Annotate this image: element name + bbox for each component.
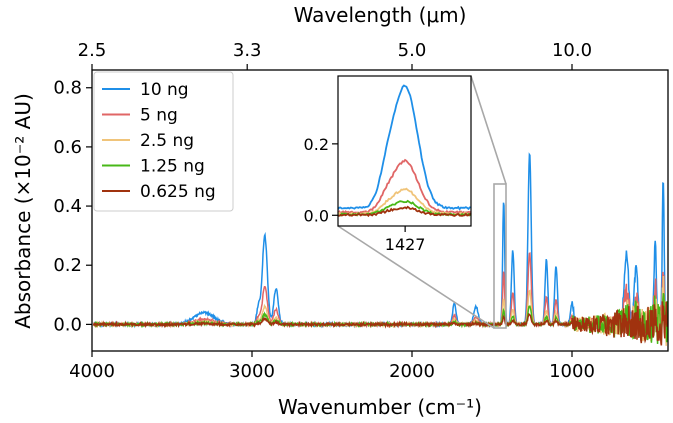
inset-x-tick-label: 1427 (385, 235, 426, 254)
series-layer (92, 152, 668, 346)
bottom-axis-ticks: 4000 3000 2000 1000 (69, 351, 595, 382)
inset-series-line (337, 205, 472, 218)
series-line (92, 301, 668, 346)
top-tick-label: 2.5 (78, 40, 107, 61)
zoom-connector-bottom (337, 225, 495, 329)
legend-label: 1.25 ng (140, 157, 205, 177)
x-tick-label: 4000 (69, 361, 115, 382)
legend: 10 ng 5 ng 2.5 ng 1.25 ng 0.625 ng (93, 71, 234, 212)
top-axis-label: Wavelength (μm) (294, 3, 467, 27)
x-tick-label: 1000 (549, 361, 595, 382)
series-line (92, 275, 668, 346)
inset-series-line (337, 158, 472, 215)
y-tick-label: 0.0 (53, 314, 82, 335)
top-tick-label: 5.0 (398, 40, 427, 61)
top-tick-label: 10.0 (552, 40, 592, 61)
left-axis-ticks: 0.0 0.2 0.4 0.6 0.8 (53, 78, 92, 335)
y-tick-label: 0.8 (53, 78, 82, 99)
x-tick-label: 2000 (389, 361, 435, 382)
inset-ticks: 1427 0.0 0.2 (304, 135, 426, 254)
zoom-region-box (493, 183, 507, 329)
y-tick-label: 0.4 (53, 196, 82, 217)
legend-label: 0.625 ng (140, 182, 216, 202)
inset-series-layer (337, 84, 472, 218)
zoom-connector-top (470, 75, 507, 185)
y-tick-label: 0.6 (53, 137, 82, 158)
inset-series-line (337, 84, 471, 211)
plot-frame (91, 69, 669, 352)
legend-label: 2.5 ng (140, 131, 194, 151)
legend-label: 10 ng (140, 80, 189, 100)
inset-zoom-plot: 1427 0.0 0.2 (304, 75, 472, 254)
y-axis-label: Absorbance (×10⁻² AU) (11, 93, 35, 329)
inset-y-tick-label: 0.2 (304, 135, 329, 154)
x-tick-label: 3000 (229, 361, 275, 382)
y-tick-label: 0.2 (53, 255, 82, 276)
inset-background (338, 76, 471, 226)
legend-box (93, 71, 234, 212)
top-axis-ticks: 2.5 3.3 5.0 10.0 (78, 40, 592, 70)
top-tick-label: 3.3 (233, 40, 262, 61)
x-axis-label: Wavenumber (cm⁻¹) (278, 395, 482, 419)
legend-label: 5 ng (140, 106, 178, 126)
inset-y-tick-label: 0.0 (304, 206, 329, 225)
inset-frame (337, 75, 472, 227)
